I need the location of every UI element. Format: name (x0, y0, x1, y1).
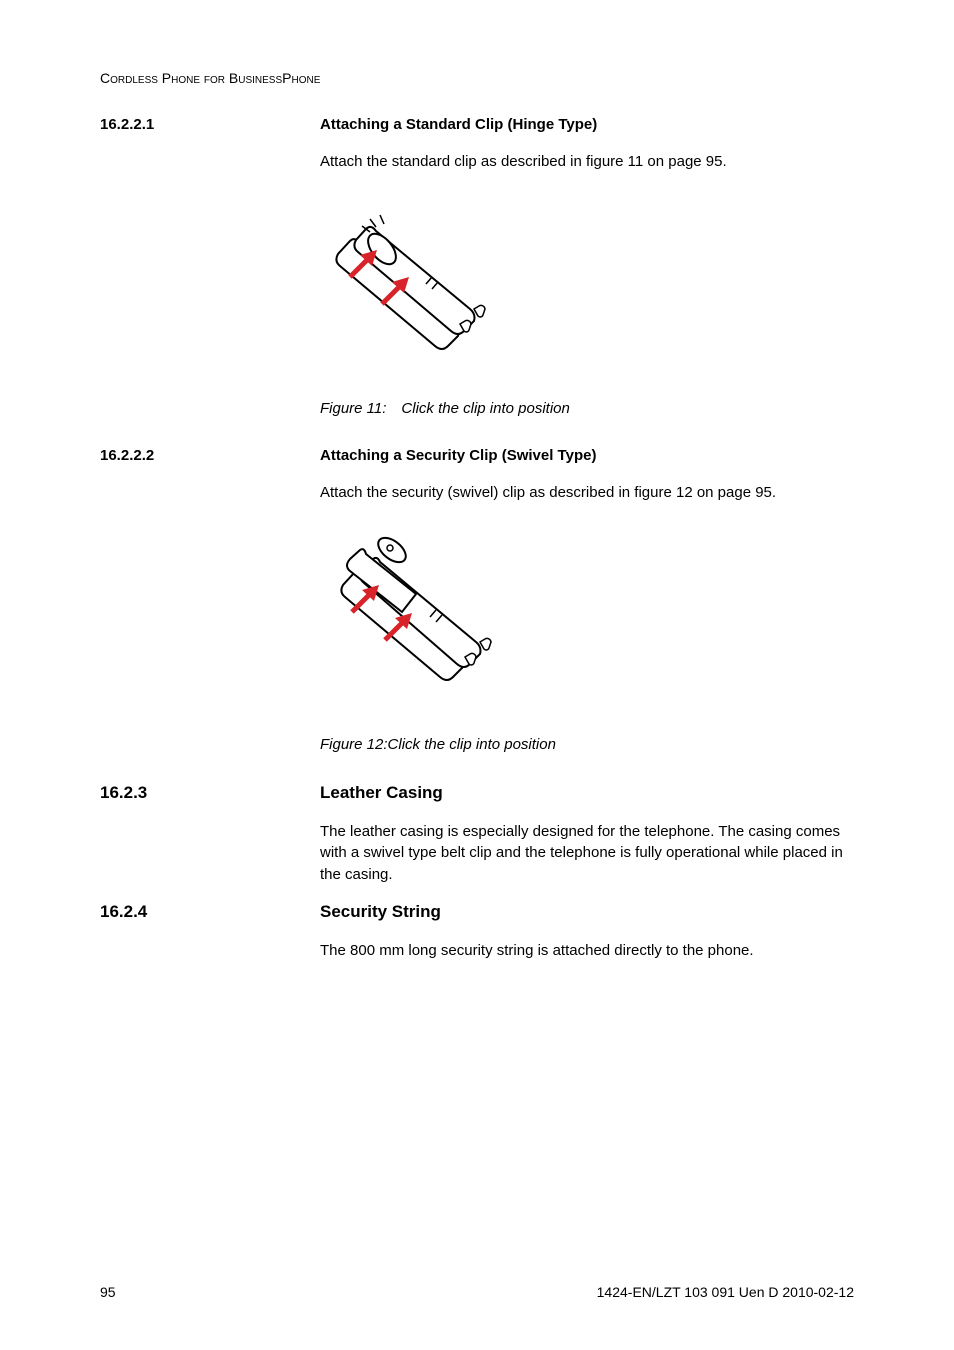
body-paragraph: The 800 mm long security string is attac… (320, 940, 854, 962)
section-heading-row: 16.2.3Leather Casing (100, 783, 854, 803)
section-number: 16.2.3 (100, 783, 320, 803)
section-number: 16.2.2.2 (100, 447, 320, 464)
section-title: Attaching a Security Clip (Swivel Type) (320, 447, 854, 464)
body-paragraph: Attach the security (swivel) clip as des… (320, 482, 854, 504)
section-title: Leather Casing (320, 783, 854, 803)
figure-caption: Figure 11: Click the clip into position (320, 400, 854, 417)
section-number: 16.2.4 (100, 902, 320, 922)
figure-illustration (320, 189, 854, 374)
figure-caption: Figure 12:Click the clip into position (320, 736, 854, 753)
section-heading-row: 16.2.2.1Attaching a Standard Clip (Hinge… (100, 116, 854, 133)
section-title: Attaching a Standard Clip (Hinge Type) (320, 116, 854, 133)
body-paragraph: Attach the standard clip as described in… (320, 151, 854, 173)
section-title: Security String (320, 902, 854, 922)
figure-illustration (320, 520, 854, 710)
running-header: Cordless Phone for BusinessPhone (100, 70, 854, 86)
page-footer: 95 1424-EN/LZT 103 091 Uen D 2010-02-12 (100, 1284, 854, 1300)
section-heading-row: 16.2.2.2Attaching a Security Clip (Swive… (100, 447, 854, 464)
page-number: 95 (100, 1284, 116, 1300)
body-paragraph: The leather casing is especially designe… (320, 821, 854, 886)
section-heading-row: 16.2.4Security String (100, 902, 854, 922)
doc-id: 1424-EN/LZT 103 091 Uen D 2010-02-12 (597, 1284, 854, 1300)
section-number: 16.2.2.1 (100, 116, 320, 133)
